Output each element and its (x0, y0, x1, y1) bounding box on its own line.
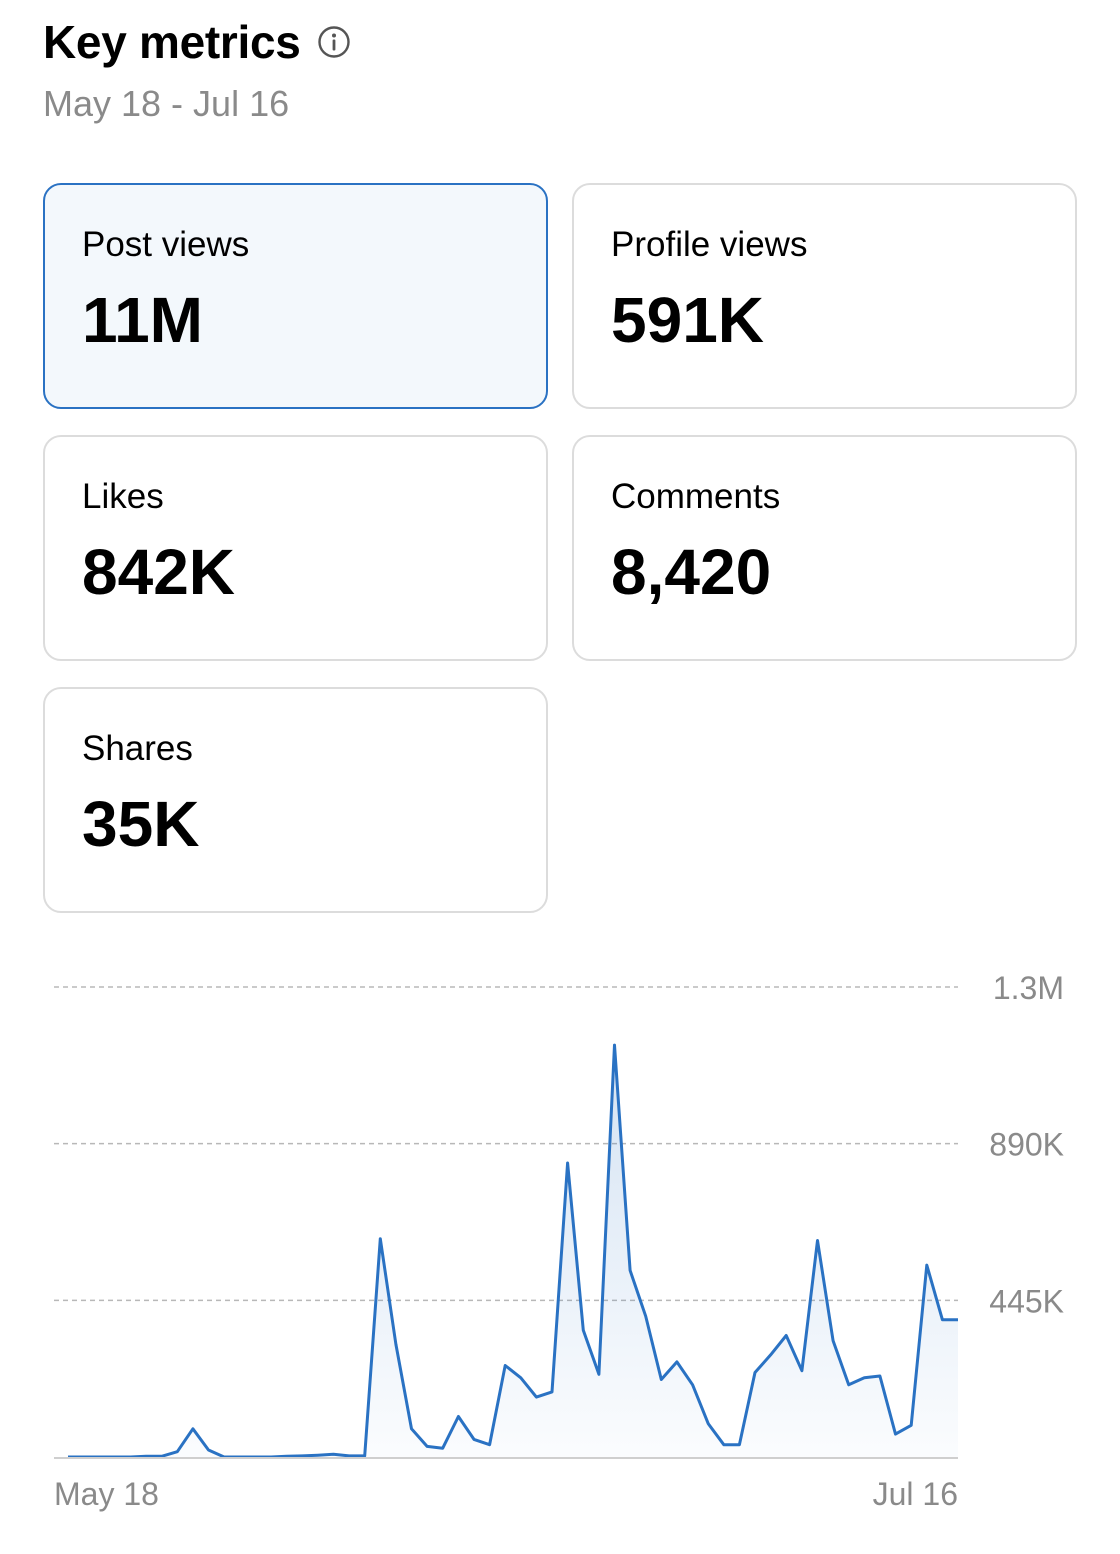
metric-card-shares[interactable]: Shares 35K (43, 687, 548, 913)
chart-y-axis: 1.3M 890K 445K (989, 970, 1064, 1319)
info-circle-icon[interactable] (317, 25, 351, 59)
metric-card-comments[interactable]: Comments 8,420 (572, 435, 1077, 661)
y-tick-label: 890K (989, 1127, 1064, 1163)
x-tick-label: Jul 16 (873, 1476, 958, 1512)
metric-label: Shares (82, 729, 193, 768)
metric-card-post-views[interactable]: Post views 11M (43, 183, 548, 409)
metric-card-profile-views[interactable]: Profile views 591K (572, 183, 1077, 409)
chart-series-line (68, 1043, 958, 1459)
metric-card-likes[interactable]: Likes 842K (43, 435, 548, 661)
title-row: Key metrics (43, 14, 351, 70)
y-tick-label: 445K (989, 1283, 1064, 1319)
metric-value: 8,420 (611, 536, 772, 608)
post-views-chart[interactable]: 1.3M 890K 445K May 18 Jul 16 (0, 950, 1120, 1530)
metric-label: Likes (82, 477, 164, 516)
header: Key metrics May 18 - Jul 16 (43, 14, 351, 126)
x-tick-label: May 18 (54, 1476, 159, 1512)
metric-value: 591K (611, 284, 764, 356)
metric-value: 35K (82, 788, 200, 860)
metric-value: 11M (82, 284, 203, 356)
metric-value: 842K (82, 536, 235, 608)
chart-area-fill (68, 1045, 958, 1457)
metric-label: Comments (611, 477, 781, 516)
page-title: Key metrics (43, 16, 301, 68)
metric-cards: Post views 11M Profile views 591K Likes … (43, 183, 1077, 913)
metric-label: Post views (82, 225, 250, 264)
chart-grid (54, 986, 958, 1302)
metric-label: Profile views (611, 225, 808, 264)
date-range: May 18 - Jul 16 (43, 83, 290, 124)
y-tick-label: 1.3M (993, 970, 1064, 1006)
chart-x-ticks: May 18 Jul 16 (54, 1476, 958, 1512)
